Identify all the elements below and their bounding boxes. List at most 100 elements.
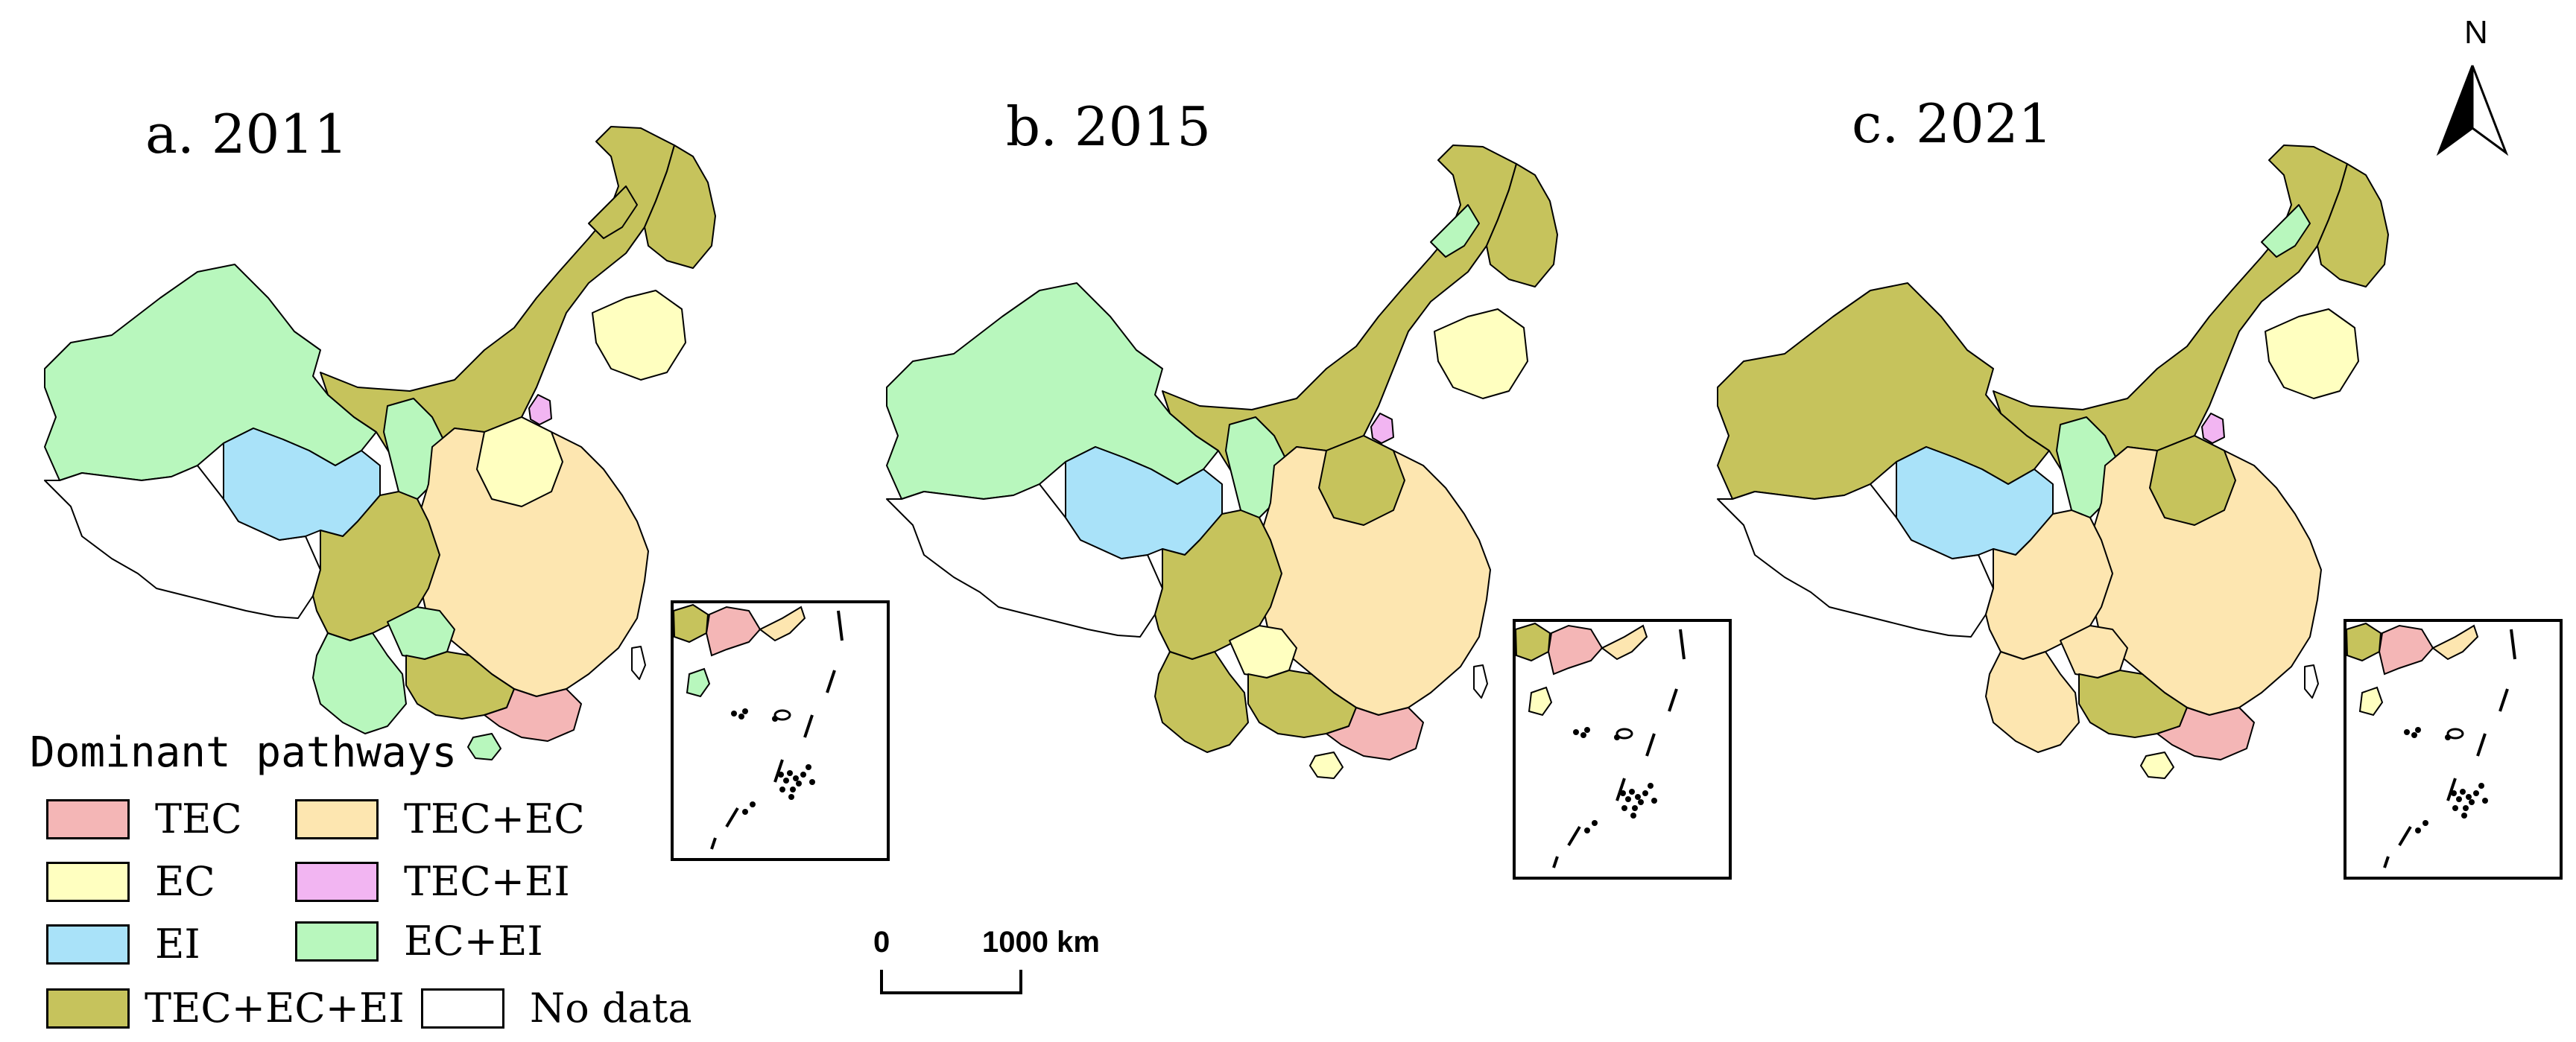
region-northeast [2317,163,2389,287]
legend-swatch-tec [46,798,130,839]
inset-region-central [2431,624,2479,661]
region-southwest [1154,509,1282,660]
island-dot [1584,727,1590,733]
legend-item-ei: EI [46,921,200,968]
island-dot [1629,789,1635,795]
legend-swatch-ec-ei [295,921,379,962]
region-northeast [1486,163,1558,287]
island-dot [783,778,789,784]
legend-item-tec-ec-ei: TEC+EC+EI [46,985,405,1032]
region-northeast-tip [2261,204,2311,258]
panel-title-c: c. 2021 [1852,92,2053,155]
scale-bar [880,970,1022,994]
region-shanxi [2149,435,2236,526]
region-northwest [1717,282,2050,500]
island-dot [2451,790,2457,796]
island-dot [1630,813,1636,819]
inset-region-central [759,606,806,642]
island-dot [1651,798,1657,804]
region-hainan [467,733,501,760]
region-yunnan [1154,651,1249,753]
region-northwest [44,264,377,481]
island-dot [2478,783,2484,789]
region-northeast-tip [588,185,638,239]
region-northwest [886,282,1219,500]
island-dot [778,772,784,778]
legend-item-tec-ec: TEC+EC [295,795,585,842]
inset-frame [1513,619,1732,880]
map-panel-2021 [1717,144,2563,880]
island-dot [1648,783,1653,789]
region-hainan [1309,752,1344,779]
inset-south-china-sea [1513,619,1732,880]
island-dot [1584,827,1590,833]
island-dot [2482,798,2488,804]
legend-item-ec: EC [46,858,215,905]
island-dot [738,714,744,719]
region-guangdong [1326,707,1424,760]
island-dot [2460,789,2466,795]
scale-label-start: 0 [873,926,890,959]
island-dot [787,770,793,776]
legend-label-tec-ei: TEC+EI [404,858,570,905]
boundary-dashes [710,610,844,850]
region-northeast-tip [1430,204,1480,258]
region-taiwan [2304,664,2319,699]
region-southwest [1985,509,2113,660]
island-dot [2415,727,2421,733]
island-dot [1620,790,1626,796]
region-northeast [644,144,716,269]
island-dot [742,809,748,815]
island-dot [1638,799,1644,805]
region-shanxi [1318,435,1405,526]
panel-title-a: a. 2011 [145,103,348,165]
region-beijing [1370,413,1394,444]
inset-region-hainan [1528,686,1553,717]
island-dot [1635,794,1641,800]
island-dot [2456,796,2462,802]
region-yunnan [1985,651,2080,753]
legend-item-tec-ei: TEC+EI [295,858,570,905]
legend-swatch-tec-ec [295,798,379,839]
island-dot [2404,729,2410,735]
inset-region-hainan [686,667,711,698]
island-dot [2452,805,2458,811]
inset-frame [671,600,890,861]
island-dot [2422,820,2428,826]
island-dot [1625,796,1631,802]
legend-item-no-data: No data [421,985,692,1032]
inset-south-china-sea [2344,619,2563,880]
island-dot [1621,805,1627,811]
region-beijing [2201,413,2225,444]
legend-swatch-ei [46,924,130,965]
inset-south-china-sea [671,600,890,861]
island-dot [2463,805,2469,811]
region-guangdong [2156,707,2255,760]
region-taiwan [1473,664,1488,699]
boundary-dashes [1552,629,1686,868]
island-dot [742,708,748,714]
island-dot [1592,820,1598,826]
island-dot [779,787,785,792]
region-north [320,126,675,463]
legend-label-tec: TEC [155,795,242,842]
panel-title-b: b. 2015 [1006,95,1212,158]
island-dot [1642,790,1648,796]
region-guangdong [484,688,582,742]
island-dot [2411,732,2417,738]
region-north [1993,144,2348,481]
inset-region-central [1601,624,1648,661]
island-dot [1580,732,1586,738]
legend-label-no-data: No data [530,985,692,1032]
map-panel-2011 [44,126,890,861]
scale-label-end: 1000 km [982,926,1100,959]
legend-swatch-ec [46,861,130,902]
island-dot [2466,794,2472,800]
island-dot [1573,729,1579,735]
region-beijing [528,394,552,425]
region-taiwan [631,646,646,680]
legend-swatch-no-data [421,988,504,1029]
inset-region-hainan [2358,686,2384,717]
